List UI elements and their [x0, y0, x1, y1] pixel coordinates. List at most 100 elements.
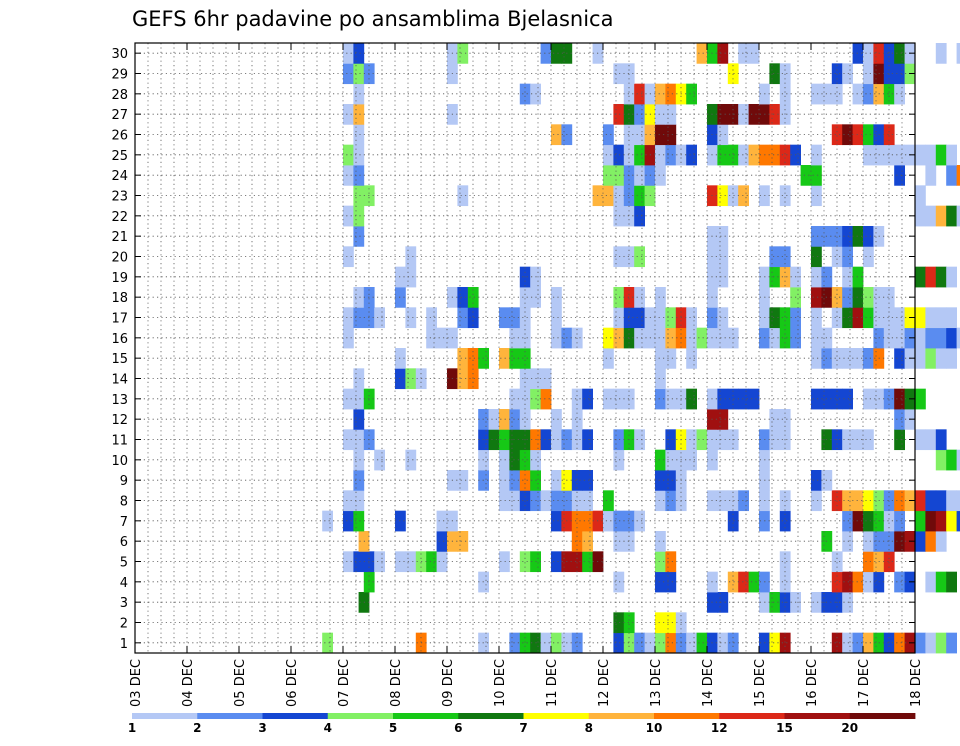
y-tick-label: 3: [120, 596, 128, 611]
heatmap-cell: [946, 327, 957, 349]
heatmap-cell: [613, 429, 625, 451]
heatmap-cell: [883, 388, 895, 410]
x-tick-label: 14 DEC: [701, 659, 716, 707]
heatmap-cell: [811, 144, 822, 166]
heatmap-cell: [613, 571, 625, 593]
heatmap-cell: [769, 266, 781, 288]
heatmap-cell: [842, 490, 853, 512]
heatmap-cell: [519, 287, 531, 308]
heatmap-cell: [811, 592, 822, 613]
heatmap-cell: [623, 185, 635, 207]
heatmap-cell: [436, 510, 448, 532]
heatmap-cell: [925, 327, 937, 349]
y-tick-label: 29: [111, 68, 128, 83]
heatmap-cell: [748, 43, 760, 64]
heatmap-cell: [831, 632, 843, 654]
heatmap-cell: [946, 449, 957, 471]
heatmap-cell: [935, 632, 947, 654]
x-tick-label: 07 DEC: [337, 659, 352, 707]
heatmap-cell: [519, 388, 531, 410]
heatmap-cell: [915, 307, 926, 329]
heatmap-cell: [665, 470, 677, 491]
heatmap-cell: [655, 551, 666, 573]
heatmap-cell: [571, 388, 583, 410]
heatmap-cell: [457, 307, 469, 329]
heatmap-cell: [925, 266, 937, 288]
heatmap-cell: [883, 124, 895, 146]
heatmap-cell: [509, 409, 521, 430]
heatmap-cell: [655, 632, 666, 654]
heatmap-cell: [717, 409, 729, 430]
heatmap-cell: [811, 327, 822, 349]
colorbar-label: 4: [324, 721, 332, 735]
colorbar-swatch: [393, 713, 459, 719]
heatmap-cell: [769, 144, 781, 166]
heatmap-cell: [852, 266, 864, 288]
heatmap-cell: [665, 327, 677, 349]
heatmap-cell: [852, 429, 864, 451]
heatmap-cell: [353, 551, 365, 573]
heatmap-cell: [405, 551, 417, 573]
heatmap-cell: [779, 63, 791, 85]
heatmap-cell: [925, 510, 937, 532]
y-tick-label: 6: [120, 535, 128, 550]
heatmap-cell: [779, 185, 791, 207]
heatmap-cell: [779, 246, 791, 268]
chart-title: GEFS 6hr padavine po ansamblima Bjelasni…: [132, 7, 613, 31]
heatmap-cell: [935, 490, 947, 512]
heatmap-cell: [343, 104, 354, 125]
heatmap-cell: [623, 124, 635, 146]
heatmap-cell: [551, 43, 562, 64]
heatmap-cell: [811, 348, 822, 369]
y-tick-label: 11: [111, 434, 128, 449]
heatmap-cell: [717, 104, 729, 125]
heatmap-cell: [613, 165, 625, 186]
heatmap-cell: [603, 144, 614, 166]
heatmap-cell: [613, 104, 625, 125]
heatmap-cell: [634, 144, 645, 166]
heatmap-cell: [343, 490, 354, 512]
heatmap-cell: [582, 388, 593, 410]
heatmap-cell: [915, 388, 926, 410]
heatmap-cell: [457, 185, 469, 207]
heatmap-cell: [894, 63, 905, 85]
heatmap-cell: [842, 429, 853, 451]
heatmap-cell: [769, 592, 781, 613]
heatmap-cell: [727, 185, 739, 207]
heatmap-cell: [519, 551, 531, 573]
heatmap-cell: [717, 592, 729, 613]
heatmap-cell: [571, 510, 583, 532]
heatmap-cell: [717, 429, 729, 451]
y-axis: 1234567891011121314151617181920212223242…: [111, 47, 915, 652]
heatmap-cell: [717, 43, 729, 64]
heatmap-cell: [956, 43, 960, 64]
heatmap-cell: [956, 327, 960, 349]
heatmap-cell: [842, 592, 853, 613]
heatmap-cell: [831, 83, 843, 105]
x-tick-label: 03 DEC: [129, 659, 144, 707]
heatmap-cell: [852, 43, 864, 64]
heatmap-cell: [395, 348, 406, 369]
heatmap-cell: [883, 287, 895, 308]
heatmap-cell: [603, 510, 614, 532]
heatmap-cell: [946, 205, 957, 227]
y-tick-label: 22: [111, 210, 128, 225]
heatmap-cell: [551, 327, 562, 349]
heatmap-cell: [582, 531, 593, 552]
heatmap-cell: [863, 551, 874, 573]
heatmap-cell: [769, 104, 781, 125]
y-tick-label: 28: [111, 88, 128, 103]
y-tick-label: 17: [111, 312, 128, 327]
heatmap-cell: [551, 551, 562, 573]
heatmap-cell: [915, 327, 926, 349]
heatmap-cell: [665, 449, 677, 471]
heatmap-cell: [613, 449, 625, 471]
y-tick-label: 13: [111, 393, 128, 408]
heatmap-cell: [603, 165, 614, 186]
heatmap-cell: [634, 165, 645, 186]
heatmap-cell: [655, 307, 666, 329]
heatmap-cell: [540, 429, 552, 451]
heatmap-cell: [395, 287, 406, 308]
x-tick-label: 06 DEC: [285, 659, 300, 707]
heatmap-cell: [665, 144, 677, 166]
